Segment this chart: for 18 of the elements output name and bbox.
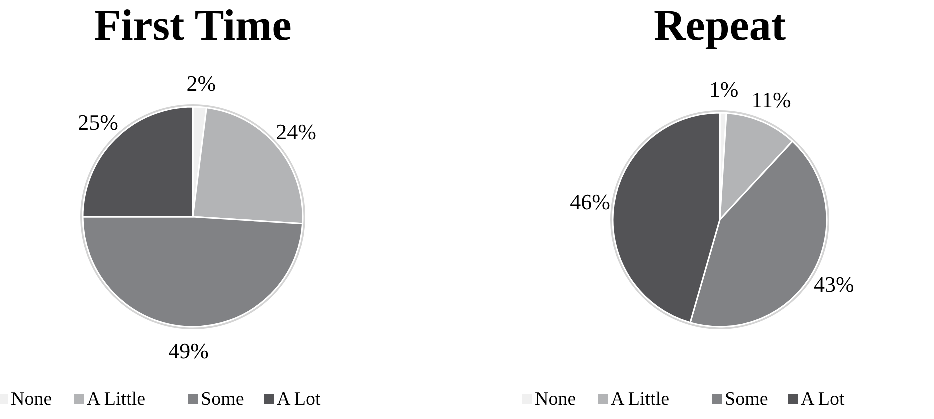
data-label: 24% bbox=[276, 119, 316, 144]
legend-label: A Lot bbox=[277, 389, 322, 410]
data-label: 2% bbox=[186, 70, 216, 96]
legend-label: Some bbox=[201, 389, 244, 410]
data-label: 25% bbox=[78, 110, 118, 135]
legend-label: None bbox=[11, 389, 52, 410]
chart-title: Repeat bbox=[654, 1, 786, 50]
legend-label: None bbox=[535, 389, 576, 410]
data-label: 49% bbox=[168, 338, 209, 364]
legend-label: A Lot bbox=[801, 389, 846, 410]
data-label: 11% bbox=[752, 87, 792, 112]
legend-label: A Little bbox=[611, 389, 670, 410]
chart-title: First Time bbox=[94, 1, 292, 50]
data-label: 46% bbox=[570, 189, 610, 214]
legend-label: Some bbox=[725, 389, 768, 410]
data-label: 43% bbox=[814, 272, 854, 298]
legend-label: A Little bbox=[87, 389, 146, 410]
data-label: 1% bbox=[709, 76, 739, 102]
